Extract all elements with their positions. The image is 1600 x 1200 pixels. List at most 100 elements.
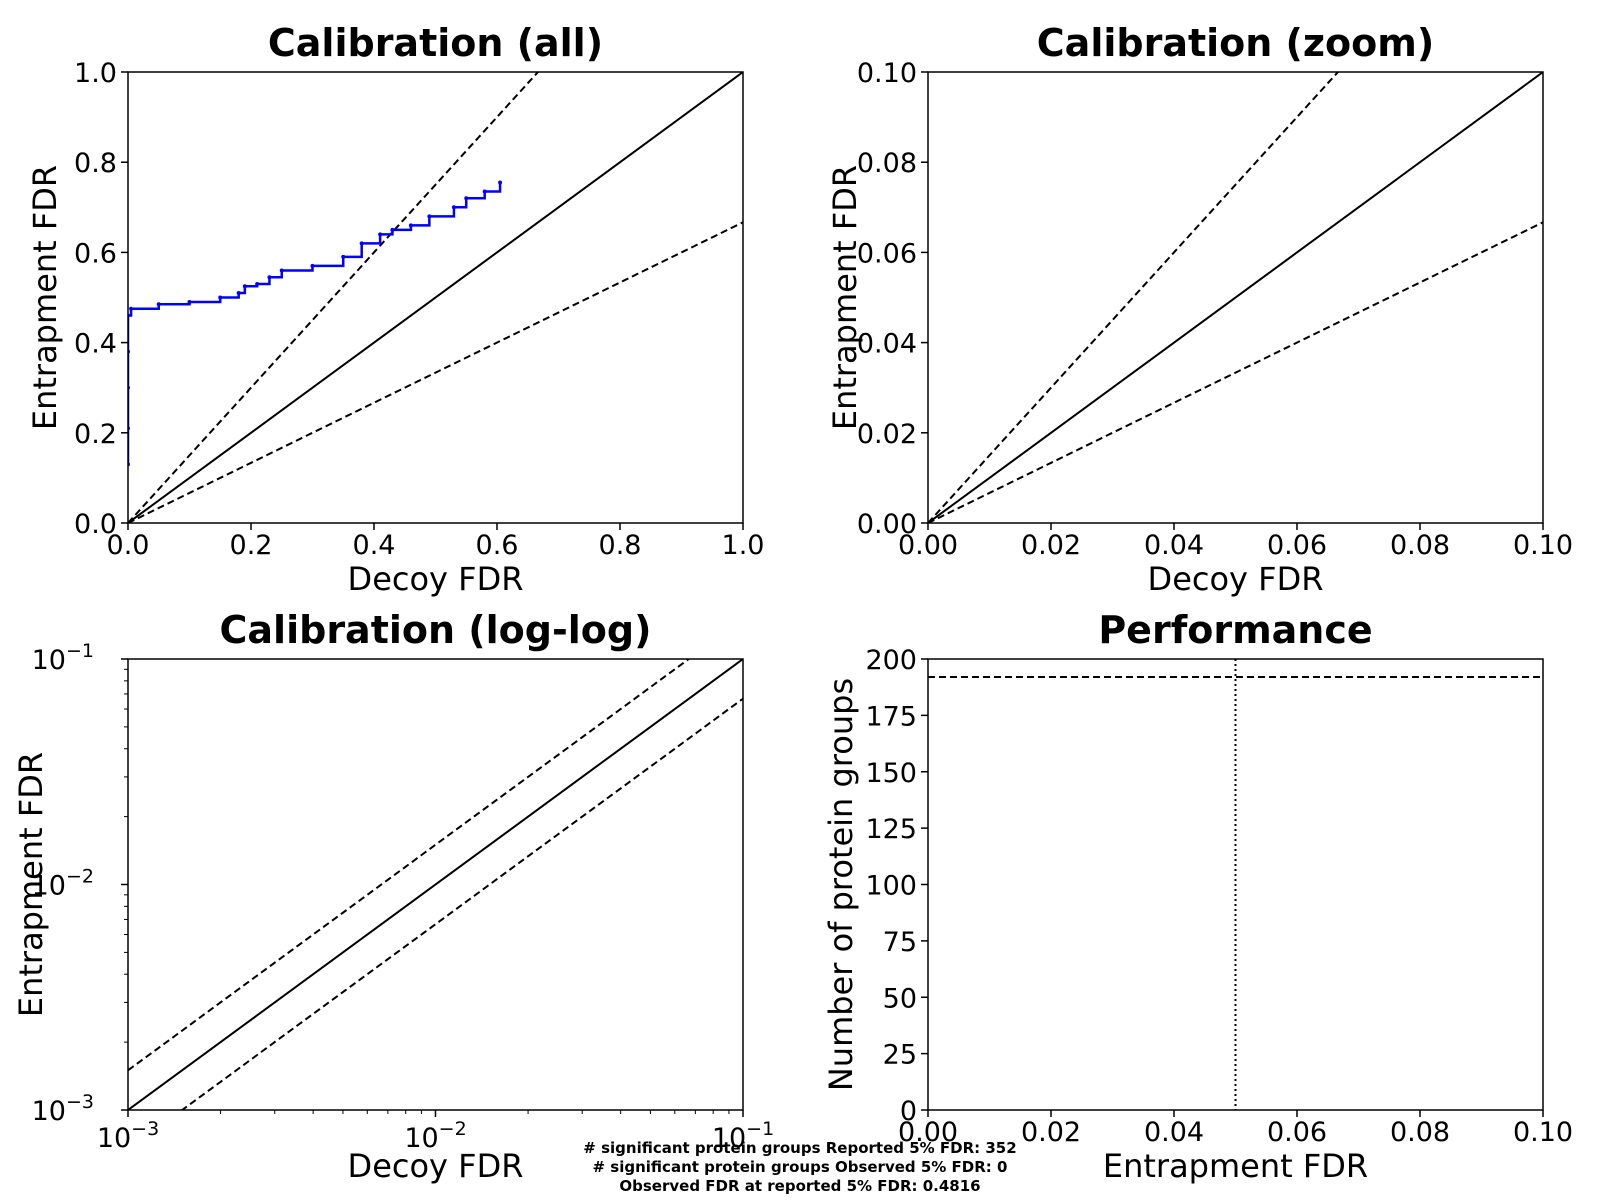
x-tick-label: 0.02 bbox=[1021, 530, 1081, 561]
plot-area bbox=[928, 72, 1543, 523]
series-point bbox=[408, 223, 413, 228]
x-axis-label: Decoy FDR bbox=[348, 560, 524, 598]
footer-observed-fdr: Observed FDR at reported 5% FDR: 0.4816 bbox=[619, 1177, 981, 1195]
x-tick-label: 0.08 bbox=[1390, 530, 1450, 561]
y-tick-label: 125 bbox=[865, 814, 917, 845]
x-tick-label: 0.06 bbox=[1267, 530, 1327, 561]
reference-line-dashed-3 bbox=[128, 221, 743, 523]
axes-frame bbox=[927, 71, 1544, 524]
series-point bbox=[187, 300, 192, 305]
y-tick-label: 25 bbox=[883, 1040, 917, 1071]
series-point bbox=[390, 227, 395, 232]
x-tick-label: 0.4 bbox=[353, 530, 396, 561]
y-tick-label: 0.08 bbox=[857, 148, 917, 179]
y-tick-label: 10−3 bbox=[32, 1091, 94, 1127]
footer-observed-count: # significant protein groups Observed 5%… bbox=[592, 1158, 1008, 1176]
series-point bbox=[498, 180, 503, 185]
y-tick-label: 0 bbox=[900, 1096, 917, 1127]
y-tick-label: 10−1 bbox=[32, 640, 94, 676]
series-point bbox=[279, 268, 284, 273]
reference-line-solid-1 bbox=[128, 659, 743, 1110]
x-tick-label: 1.0 bbox=[722, 530, 765, 561]
chart-panel-3: Calibration (log-log) 10−3 10−2 10−1 10−3 10−… bbox=[12, 608, 774, 1185]
series-point bbox=[451, 205, 456, 210]
chart-panel-2: Calibration (zoom) 0.00 0.02 0.04 0.06 0.08 0.… bbox=[826, 21, 1573, 598]
y-axis-label: Entrapment FDR bbox=[826, 165, 864, 430]
x-tick-label: 10−1 bbox=[712, 1118, 774, 1154]
series-point bbox=[310, 263, 315, 268]
reference-line-dashed-2 bbox=[928, 72, 1340, 523]
series-point bbox=[255, 281, 260, 286]
plot-area bbox=[128, 72, 743, 523]
x-tick-label: 0.04 bbox=[1144, 530, 1204, 561]
y-axis-label: Entrapment FDR bbox=[12, 752, 50, 1017]
series-point bbox=[464, 196, 469, 201]
series-point bbox=[359, 241, 364, 246]
y-tick-label: 0.6 bbox=[74, 238, 117, 269]
series-point bbox=[218, 295, 223, 300]
y-tick-label: 175 bbox=[865, 701, 917, 732]
x-axis-label: Decoy FDR bbox=[348, 1147, 524, 1185]
y-tick-label: 75 bbox=[883, 927, 917, 958]
x-axis-label: Entrapment FDR bbox=[1103, 1147, 1368, 1185]
chart-title: Calibration (zoom) bbox=[1037, 21, 1434, 65]
x-tick-label: 0.00 bbox=[898, 1117, 958, 1148]
reference-line-solid-1 bbox=[928, 72, 1543, 523]
x-tick-label: 10−2 bbox=[404, 1118, 466, 1154]
x-tick-label: 0.0 bbox=[107, 530, 150, 561]
reference-line-solid-1 bbox=[128, 72, 743, 523]
x-tick-label: 0.02 bbox=[1021, 1117, 1081, 1148]
x-tick-label: 0.6 bbox=[476, 530, 519, 561]
axes-frame bbox=[127, 71, 744, 524]
reference-line-dashed-3 bbox=[928, 221, 1543, 523]
chart-panel-1: Calibration (all) 0.0 0.2 0.4 0.6 0.8 1.0 0.0 0.… bbox=[26, 21, 765, 598]
reference-line-dashed-2 bbox=[128, 72, 540, 523]
y-tick-label: 10−2 bbox=[32, 866, 94, 902]
footer-reported-count: # significant protein groups Reported 5%… bbox=[583, 1139, 1017, 1157]
series-point bbox=[242, 284, 247, 289]
y-tick-label: 1.0 bbox=[74, 58, 117, 89]
y-axis-label: Entrapment FDR bbox=[26, 165, 64, 430]
y-tick-label: 50 bbox=[883, 983, 917, 1014]
chart-title: Performance bbox=[1098, 608, 1372, 652]
x-tick-label: 10−3 bbox=[97, 1118, 159, 1154]
chart-title: Calibration (all) bbox=[268, 21, 603, 65]
x-tick-label: 0.04 bbox=[1144, 1117, 1204, 1148]
series-point bbox=[482, 189, 487, 194]
x-tick-label: 0.06 bbox=[1267, 1117, 1327, 1148]
x-tick-label: 0.2 bbox=[230, 530, 273, 561]
plot-area bbox=[128, 659, 743, 1110]
x-tick-label: 0.00 bbox=[898, 530, 958, 561]
reference-line-dashed-2 bbox=[128, 659, 691, 1072]
y-axis-label: Number of protein groups bbox=[822, 678, 860, 1091]
series-point bbox=[156, 302, 161, 307]
chart-panel-4: Performance 0.00 0.02 0.04 0.06 0.08 0.10 0 25 50… bbox=[822, 608, 1573, 1185]
y-tick-label: 0.00 bbox=[857, 509, 917, 540]
y-tick-label: 0.02 bbox=[857, 419, 917, 450]
y-tick-label: 200 bbox=[865, 645, 917, 676]
y-tick-label: 0.2 bbox=[74, 419, 117, 450]
series-point bbox=[378, 232, 383, 237]
series-line-1 bbox=[128, 182, 502, 465]
series-point bbox=[341, 254, 346, 259]
y-tick-label: 0.4 bbox=[74, 329, 117, 360]
y-tick-label: 100 bbox=[865, 871, 917, 902]
x-tick-label: 0.8 bbox=[599, 530, 642, 561]
reference-line-dashed-3 bbox=[180, 697, 743, 1110]
y-tick-label: 0.8 bbox=[74, 148, 117, 179]
series-point bbox=[267, 275, 272, 280]
y-tick-label: 0.06 bbox=[857, 238, 917, 269]
y-tick-label: 0.0 bbox=[74, 509, 117, 540]
x-tick-label: 0.08 bbox=[1390, 1117, 1450, 1148]
x-tick-label: 0.10 bbox=[1513, 1117, 1573, 1148]
y-tick-label: 150 bbox=[865, 758, 917, 789]
chart-title: Calibration (log-log) bbox=[220, 608, 652, 652]
series-point bbox=[427, 214, 432, 219]
y-tick-label: 0.04 bbox=[857, 329, 917, 360]
series-point bbox=[129, 306, 134, 311]
y-tick-label: 0.10 bbox=[857, 58, 917, 89]
series-point bbox=[236, 290, 241, 295]
plot-area bbox=[928, 659, 1543, 1110]
x-tick-label: 0.10 bbox=[1513, 530, 1573, 561]
